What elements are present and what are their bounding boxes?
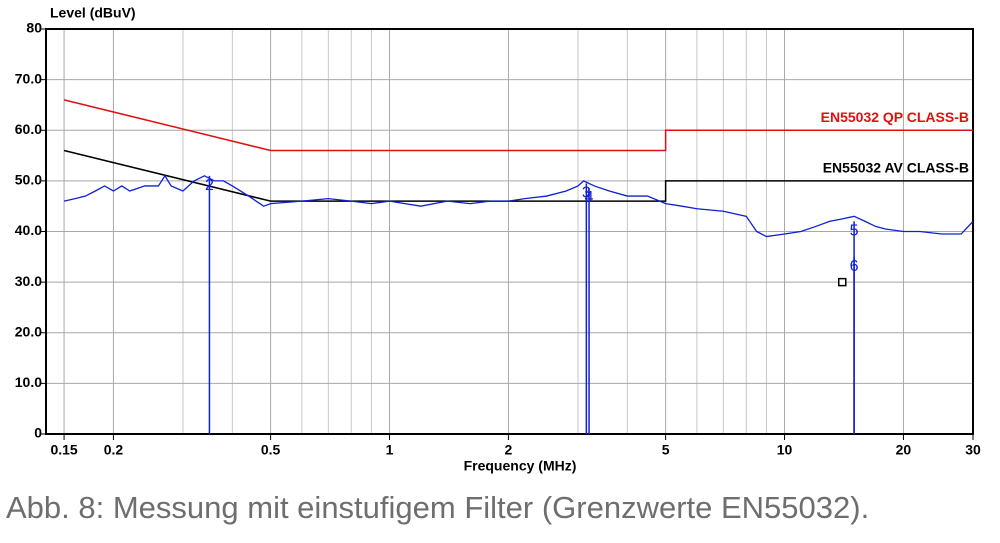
x-tick-label: 20 [896, 442, 912, 458]
marker-label: 5 [850, 223, 859, 240]
y-axis-label: Level (dBuV) [50, 5, 136, 21]
marker-label: 6 [850, 258, 859, 275]
y-tick-label: 30.0 [15, 273, 42, 289]
marker-label: 2 [205, 177, 214, 194]
marker-label: 4 [585, 189, 594, 206]
x-tick-label: 2 [505, 442, 513, 458]
legend-label: EN55032 AV CLASS-B [823, 160, 969, 176]
reference-point [838, 277, 847, 287]
x-tick-label: 0.2 [104, 442, 124, 458]
y-tick-label: 0 [34, 425, 42, 441]
legend-label: EN55032 QP CLASS-B [821, 109, 969, 125]
x-tick-label: 1 [386, 442, 394, 458]
x-tick-label: 0.15 [50, 442, 77, 458]
y-tick-label: 60.0 [15, 121, 42, 137]
series-line [63, 99, 973, 152]
y-tick-label: 40.0 [15, 222, 42, 238]
y-tick-label: 50.0 [15, 172, 42, 188]
x-axis-label: Frequency (MHz) [464, 458, 577, 474]
y-tick-label: 70.0 [15, 70, 42, 86]
y-tick-label: 20.0 [15, 323, 42, 339]
caption: Abb. 8: Messung mit einstufigem Filter (… [6, 490, 869, 525]
x-tick-label: 10 [777, 442, 793, 458]
x-tick-label: 5 [662, 442, 670, 458]
plot-frame [45, 28, 974, 435]
marker-label: 3 [582, 185, 591, 202]
y-tick-label: 80 [26, 20, 42, 36]
series-line [63, 174, 974, 238]
x-tick-label: 0.5 [261, 442, 281, 458]
y-tick-label: 10.0 [15, 374, 42, 390]
x-tick-label: 30 [965, 442, 981, 458]
series-line [63, 149, 973, 202]
